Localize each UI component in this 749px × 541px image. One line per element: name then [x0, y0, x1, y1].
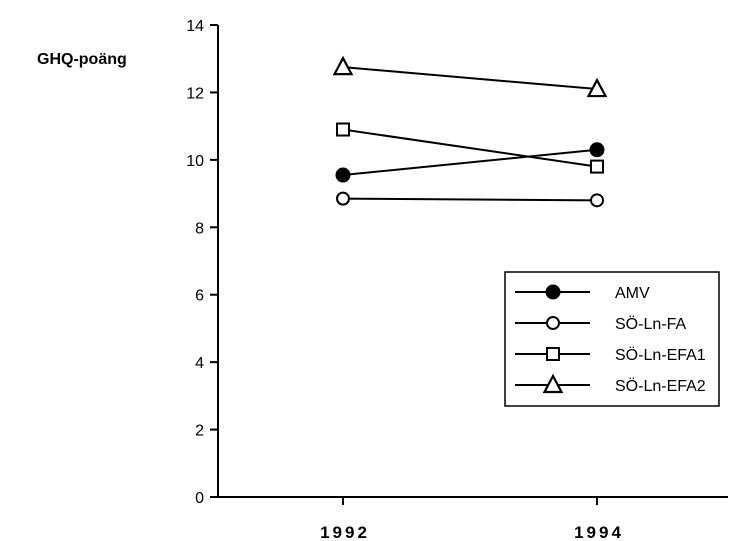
series-line [343, 150, 597, 175]
y-tick-label: 10 [186, 153, 204, 170]
series-line [343, 67, 597, 89]
series-1 [337, 193, 603, 207]
data-point [337, 169, 350, 182]
legend-marker [547, 317, 559, 329]
y-tick-label: 12 [186, 85, 204, 102]
legend-label: SÖ-Ln-EFA1 [615, 346, 706, 364]
series-line [343, 130, 597, 167]
legend-label: SÖ-Ln-EFA2 [615, 377, 706, 395]
legend-marker [547, 286, 560, 299]
series-2 [337, 124, 603, 173]
y-axis-label: GHQ-poäng [37, 51, 127, 68]
x-tick-label: 1994 [574, 523, 624, 541]
y-tick-label: 4 [195, 355, 204, 372]
series-3 [335, 58, 606, 96]
data-point [591, 161, 603, 173]
data-point [591, 143, 604, 156]
y-tick-label: 0 [195, 490, 204, 507]
series-line [343, 199, 597, 201]
y-tick-label: 6 [195, 288, 204, 305]
y-tick-label: 8 [195, 220, 204, 237]
data-point [337, 193, 349, 205]
data-point [591, 194, 603, 206]
data-point [335, 58, 352, 74]
x-tick-label: 1992 [320, 523, 370, 541]
legend: AMV SÖ-Ln-FA SÖ-Ln-EFA1 SÖ-Ln-EFA2 [505, 272, 719, 406]
data-point [337, 124, 349, 136]
y-tick-label: 2 [195, 423, 204, 440]
legend-marker [547, 348, 559, 360]
legend-label: SÖ-Ln-FA [615, 315, 686, 333]
y-tick-label: 14 [186, 18, 204, 35]
legend-label: AMV [615, 285, 650, 302]
series-layer [335, 58, 606, 206]
